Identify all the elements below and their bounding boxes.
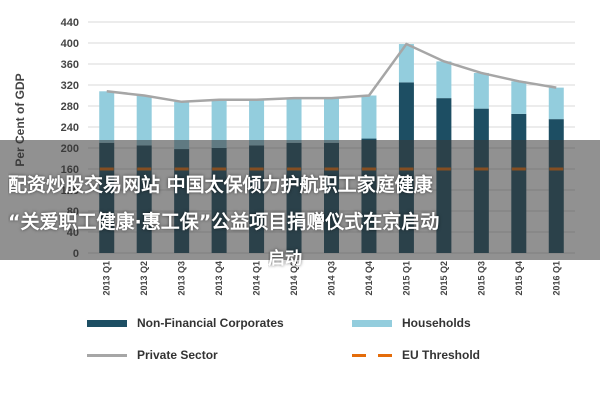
bar-households xyxy=(249,99,265,146)
legend-item-eu-threshold: EU Threshold xyxy=(352,348,480,362)
y-tick-label: 360 xyxy=(61,59,79,71)
x-tick-label: 2015 Q1 xyxy=(401,261,411,296)
legend-item-private-sector: Private Sector xyxy=(87,348,218,362)
x-tick-label: 2014 Q3 xyxy=(327,261,337,296)
x-tick-labels: 2013 Q1 2013 Q2 2013 Q3 2013 Q4 2014 Q1 2014 … xyxy=(102,261,562,296)
overlay-headline-3: 启动 xyxy=(268,249,302,269)
y-tick-label: 320 xyxy=(61,80,79,92)
legend-item-non-financial: Non-Financial Corporates xyxy=(87,316,284,330)
bar-households xyxy=(548,87,564,120)
bar-households xyxy=(99,91,115,143)
bar-households xyxy=(286,98,302,143)
x-tick-label: 2015 Q3 xyxy=(476,261,486,296)
bar-households xyxy=(211,99,227,148)
y-tick-label: 280 xyxy=(61,101,79,113)
x-tick-label: 2013 Q2 xyxy=(139,261,149,296)
x-tick-label: 2013 Q3 xyxy=(177,261,187,296)
bar-households xyxy=(136,95,152,146)
x-tick-label: 2016 Q1 xyxy=(551,261,561,296)
legend-label-households: Households xyxy=(402,316,471,330)
x-tick-label: 2015 Q4 xyxy=(514,261,524,296)
legend-label-non-financial: Non-Financial Corporates xyxy=(137,316,284,330)
legend-swatch-private-sector xyxy=(87,353,127,357)
x-tick-label: 2015 Q2 xyxy=(439,261,449,296)
overlay-headline-2: “关爱职工健康·惠工保”公益项目捐赠仪式在京启动 xyxy=(8,211,440,233)
overlay-headline-1: 配资炒股交易网站 中国太保倾力护航职工家庭健康 xyxy=(8,174,433,196)
legend-swatch-households xyxy=(352,319,392,327)
x-tick-label: 2014 Q4 xyxy=(364,261,374,296)
legend-item-households: Households xyxy=(352,316,471,330)
bar-households xyxy=(361,95,377,139)
bar-households xyxy=(511,81,527,114)
legend-swatch-eu-threshold xyxy=(352,353,392,357)
x-tick-label: 2014 Q1 xyxy=(252,261,262,296)
x-tick-label: 2013 Q1 xyxy=(102,261,112,296)
bar-households xyxy=(436,61,452,99)
y-tick-label: 240 xyxy=(61,122,79,134)
legend-label-eu-threshold: EU Threshold xyxy=(402,348,481,362)
legend-swatch-non-financial xyxy=(87,319,127,327)
legend: Non-Financial Corporates Households Priv… xyxy=(0,306,600,386)
bar-households xyxy=(174,101,190,150)
watermark-overlay xyxy=(0,140,600,260)
line-private-sector xyxy=(106,42,557,104)
x-tick-label: 2014 Q2 xyxy=(289,261,299,296)
bar-households xyxy=(398,44,414,83)
bar-households xyxy=(473,72,489,109)
bar-households xyxy=(324,98,339,143)
legend-label-private-sector: Private Sector xyxy=(137,348,218,362)
x-tick-label: 2013 Q4 xyxy=(214,261,224,296)
y-tick-label: 400 xyxy=(61,38,79,50)
y-tick-label: 440 xyxy=(61,17,79,29)
